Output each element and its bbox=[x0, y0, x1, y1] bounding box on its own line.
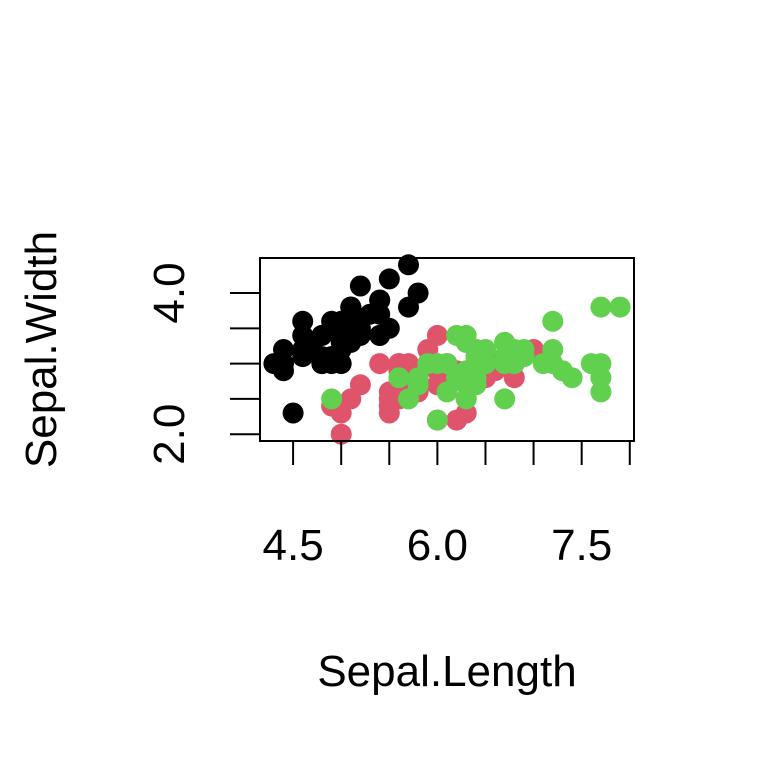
data-point bbox=[282, 402, 304, 424]
data-point bbox=[378, 268, 400, 290]
data-point bbox=[494, 353, 516, 375]
y-tick-label: 4.0 bbox=[145, 262, 194, 323]
data-point bbox=[590, 296, 612, 318]
data-point bbox=[426, 324, 448, 346]
points-layer bbox=[263, 254, 631, 445]
y-tick-label: 2.0 bbox=[145, 404, 194, 465]
data-point bbox=[455, 388, 477, 410]
data-point bbox=[494, 388, 516, 410]
data-point bbox=[561, 367, 583, 389]
data-point bbox=[398, 254, 419, 276]
data-point bbox=[340, 388, 362, 410]
data-point bbox=[417, 353, 439, 375]
data-point bbox=[369, 353, 391, 375]
data-point bbox=[388, 367, 410, 389]
data-point bbox=[542, 353, 564, 375]
x-tick-label: 6.0 bbox=[407, 521, 468, 570]
y-axis: 2.0 4.0 bbox=[145, 262, 260, 465]
data-point bbox=[398, 296, 419, 318]
plot-frame bbox=[259, 257, 635, 442]
data-point bbox=[426, 409, 448, 431]
y-axis-title: Sepal.Width bbox=[17, 231, 66, 468]
data-point bbox=[311, 353, 333, 375]
data-point bbox=[378, 317, 400, 339]
data-point bbox=[542, 310, 564, 332]
data-point bbox=[475, 353, 496, 375]
data-point bbox=[407, 374, 429, 396]
data-point bbox=[494, 331, 516, 353]
data-point bbox=[292, 310, 314, 332]
data-point bbox=[340, 296, 362, 318]
x-tick-label: 4.5 bbox=[263, 521, 324, 570]
data-point bbox=[273, 339, 294, 360]
data-point bbox=[349, 275, 371, 297]
data-point bbox=[436, 381, 458, 403]
data-point bbox=[292, 339, 314, 360]
data-point bbox=[330, 331, 352, 353]
x-tick-label: 7.5 bbox=[551, 521, 612, 570]
data-point bbox=[446, 324, 468, 346]
x-axis-title: Sepal.Length bbox=[317, 647, 576, 696]
data-point bbox=[590, 353, 612, 375]
x-axis: 4.5 6.0 7.5 bbox=[263, 441, 631, 570]
data-point bbox=[321, 388, 343, 410]
data-point bbox=[609, 296, 631, 318]
data-point bbox=[455, 367, 477, 389]
data-point bbox=[359, 303, 381, 325]
data-point bbox=[330, 423, 352, 445]
